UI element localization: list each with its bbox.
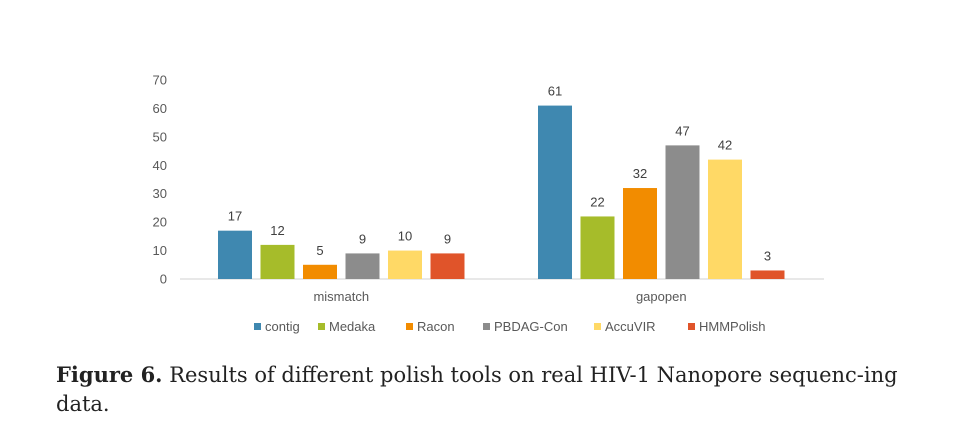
figure-caption: Figure 6. Results of different polish to… <box>56 360 936 419</box>
data-label: 22 <box>590 194 604 209</box>
data-label: 10 <box>398 229 412 244</box>
y-tick-label: 20 <box>153 215 167 230</box>
bar-racon-mismatch <box>303 264 337 279</box>
legend-item-accuvir: AccuVIR <box>594 319 656 334</box>
bars <box>218 105 785 279</box>
data-labels: 17 61 12 22 5 32 9 47 10 42 9 3 <box>228 84 771 264</box>
legend-label: PBDAG-Con <box>494 319 568 334</box>
legend-item-pbdag-con: PBDAG-Con <box>483 319 568 334</box>
legend-item-racon: Racon <box>406 319 455 334</box>
y-tick-label: 60 <box>153 101 167 116</box>
data-label: 42 <box>718 138 732 153</box>
legend-item-hmmpolish: HMMPolish <box>688 319 765 334</box>
legend-label: Racon <box>417 319 455 334</box>
legend-swatch <box>318 323 325 330</box>
bar-chart: 0 10 20 30 40 50 60 70 17 61 12 22 5 32 9 47 10 42 9 3 mis… <box>153 73 824 334</box>
bar-medaka-gapopen <box>580 216 615 279</box>
bar-contig-mismatch <box>218 230 252 279</box>
legend-swatch <box>483 323 490 330</box>
bar-accuvir-gapopen <box>708 159 742 279</box>
legend-item-medaka: Medaka <box>318 319 376 334</box>
caption-text: Results of different polish tools on rea… <box>56 363 898 416</box>
bar-hmmpolish-gapopen <box>750 270 785 279</box>
data-label: 47 <box>675 123 689 138</box>
legend-swatch <box>688 323 695 330</box>
category-labels: mismatch gapopen <box>313 289 686 304</box>
data-label: 3 <box>764 248 771 263</box>
legend-label: HMMPolish <box>699 319 765 334</box>
data-label: 61 <box>548 84 562 99</box>
data-label: 17 <box>228 209 242 224</box>
bar-contig-gapopen <box>538 105 572 279</box>
y-tick-label: 70 <box>153 73 167 88</box>
bar-hmmpolish-mismatch <box>430 253 465 279</box>
data-label: 9 <box>359 231 366 246</box>
bar-accuvir-mismatch <box>388 250 422 279</box>
y-tick-label: 50 <box>153 129 167 144</box>
data-label: 5 <box>316 243 323 258</box>
legend-swatch <box>594 323 601 330</box>
y-tick-label: 10 <box>153 243 167 258</box>
y-tick-label: 40 <box>153 158 167 173</box>
category-label: gapopen <box>636 289 687 304</box>
bar-pbdag-con-gapopen <box>665 145 700 279</box>
bar-pbdag-con-mismatch <box>345 253 380 279</box>
y-tick-label: 30 <box>153 186 167 201</box>
figure-label: Figure 6. <box>56 362 163 387</box>
legend-label: contig <box>265 319 300 334</box>
category-label: mismatch <box>313 289 369 304</box>
legend-swatch <box>406 323 413 330</box>
y-axis: 0 10 20 30 40 50 60 70 <box>153 73 167 287</box>
legend-label: AccuVIR <box>605 319 656 334</box>
data-label: 32 <box>633 166 647 181</box>
y-tick-label: 0 <box>160 272 167 287</box>
bar-medaka-mismatch <box>260 244 295 279</box>
legend: contig Medaka Racon PBDAG-Con AccuVIR HMMPoli… <box>254 319 765 334</box>
legend-swatch <box>254 323 261 330</box>
data-label: 12 <box>270 223 284 238</box>
legend-label: Medaka <box>329 319 376 334</box>
legend-item-contig: contig <box>254 319 300 334</box>
data-label: 9 <box>444 231 451 246</box>
bar-racon-gapopen <box>623 188 657 279</box>
